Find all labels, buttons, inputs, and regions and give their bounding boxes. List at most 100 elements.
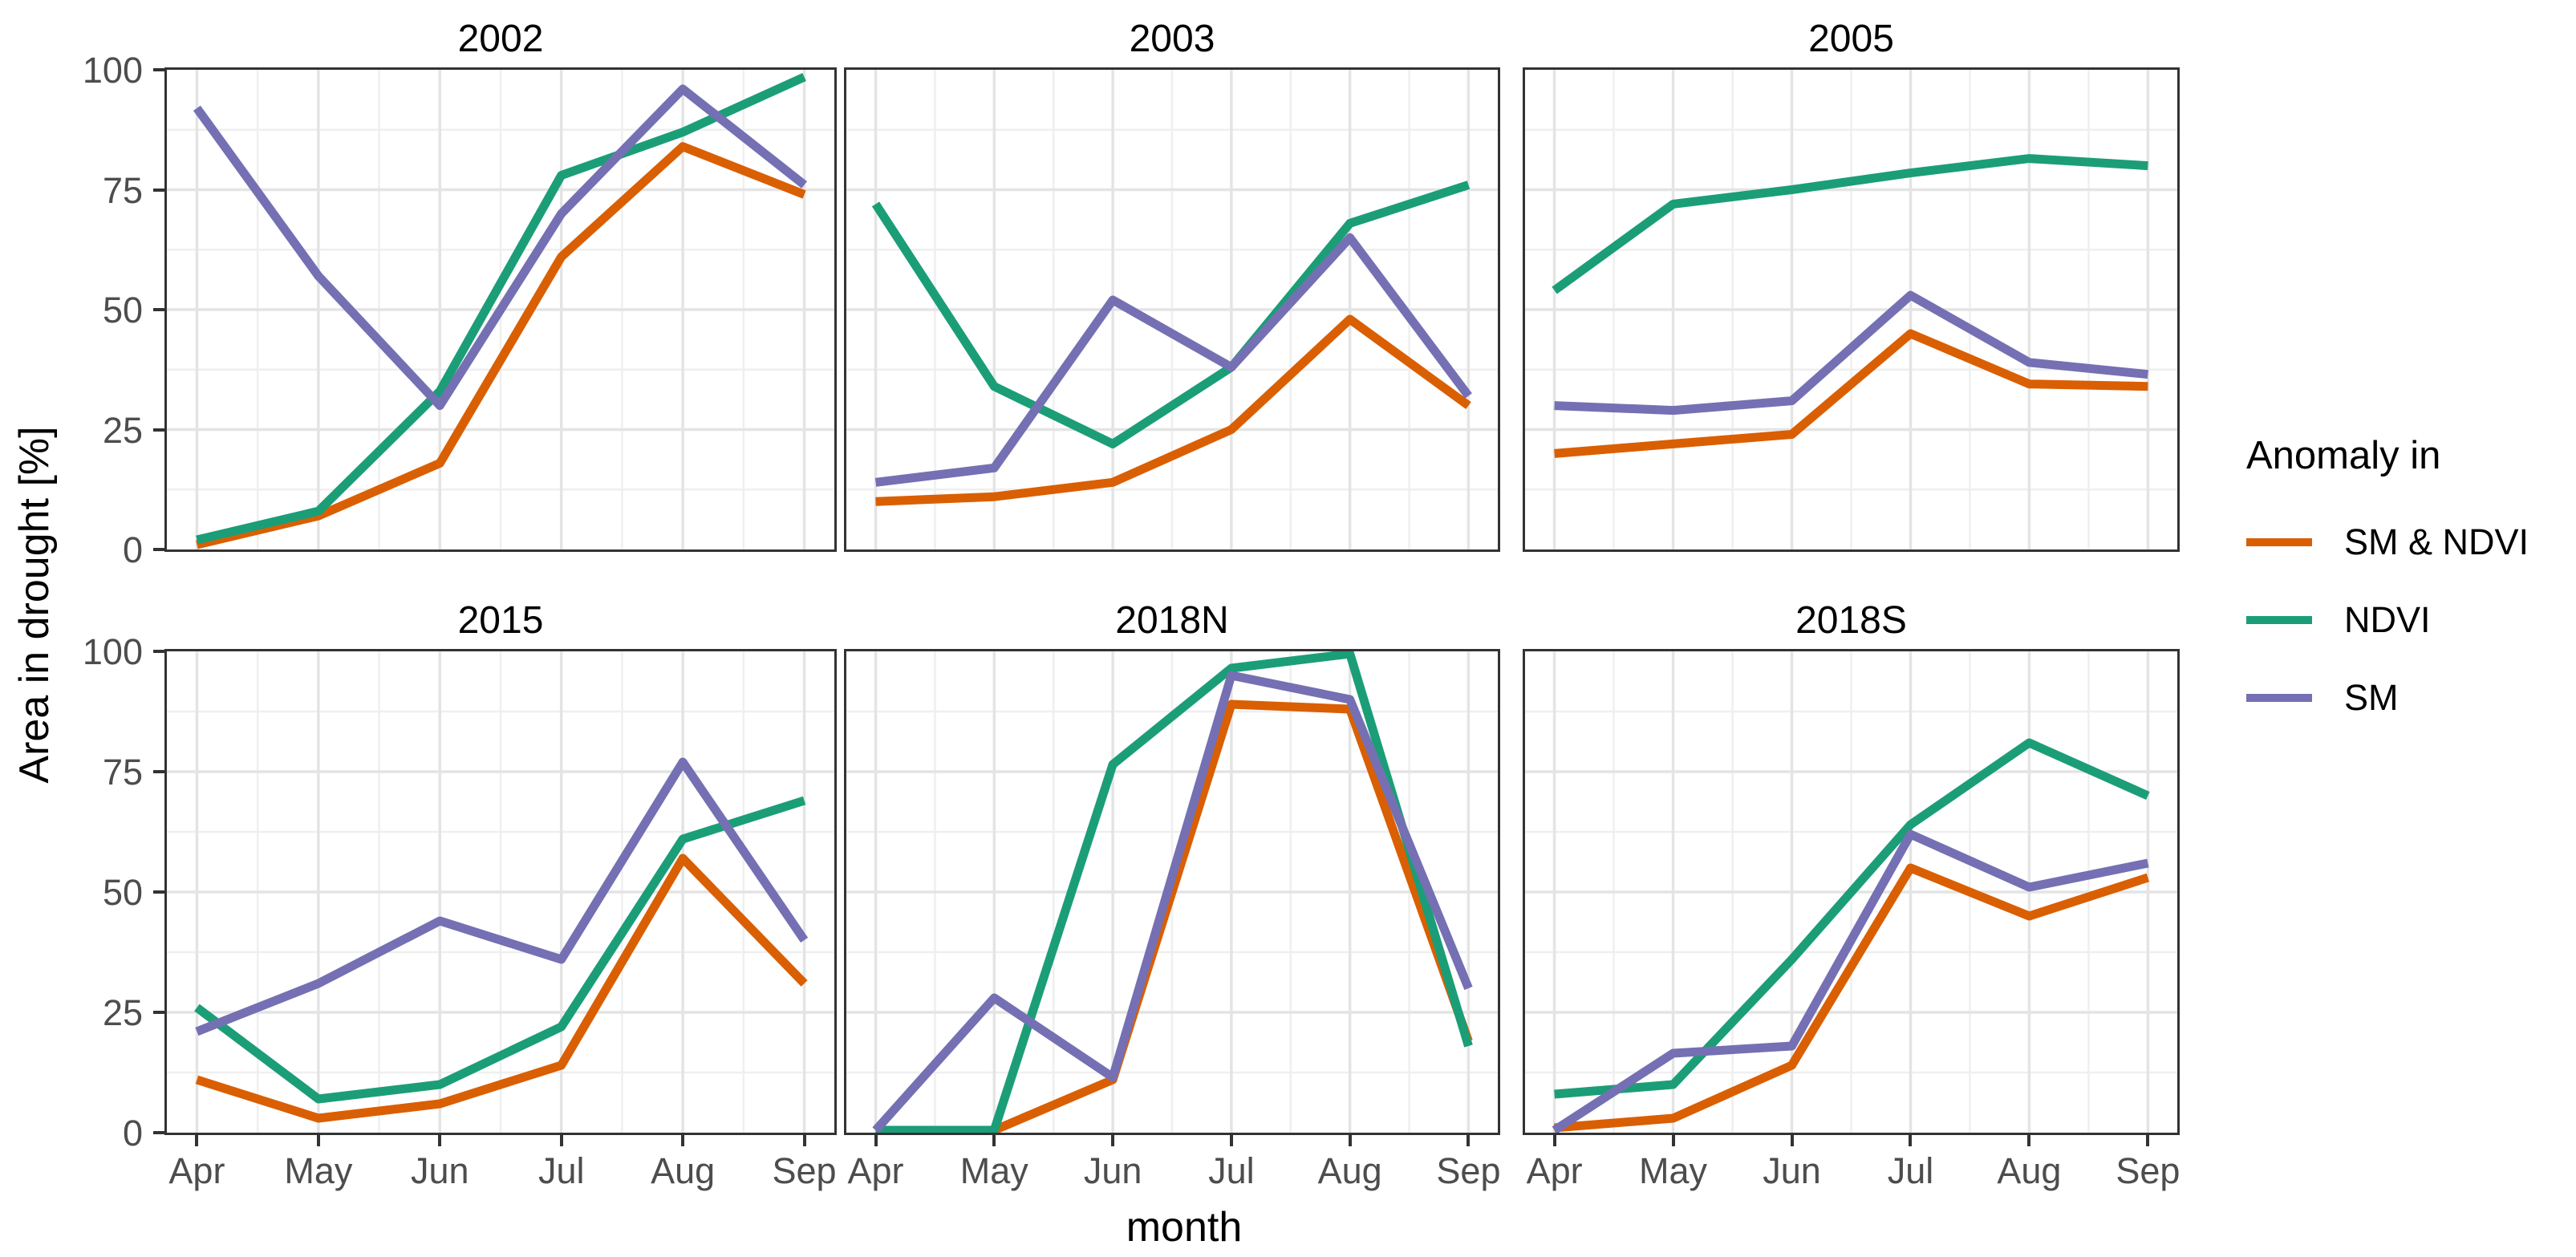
facet-title-2002: 2002 — [457, 18, 544, 60]
x-tick-label: Apr — [1526, 1150, 1583, 1191]
x-tick-label: Jun — [1083, 1150, 1142, 1191]
line-ndvi-2005 — [1552, 154, 2148, 294]
x-tick-mark — [195, 1135, 199, 1146]
x-tick-mark — [559, 1135, 563, 1146]
line-sm-2018s — [1552, 829, 2149, 1133]
x-tick-label: May — [284, 1150, 353, 1191]
y-tick-label: 0 — [122, 529, 143, 570]
plot-area-2002 — [167, 70, 834, 549]
y-axis-title: Area in drought [%] — [11, 426, 58, 784]
line-sm-2018n — [872, 671, 1473, 1133]
x-tick-label: May — [959, 1150, 1028, 1191]
y-tick-label: 100 — [82, 50, 143, 91]
legend-entry-sm: SM — [2246, 675, 2567, 720]
x-tick-mark — [1229, 1135, 1233, 1146]
facet-panel-2018n — [844, 649, 1500, 1135]
y-tick-label: 50 — [102, 872, 143, 913]
x-tick-mark — [802, 1135, 806, 1146]
legend-key-line-sm — [2246, 694, 2312, 702]
line-sm-ndvi-2005 — [1554, 329, 2148, 458]
plot-area-2005 — [1525, 70, 2177, 549]
x-tick-label: Apr — [847, 1150, 904, 1191]
x-tick-mark — [1909, 1135, 1913, 1146]
x-tick-label: Sep — [1436, 1150, 1501, 1191]
x-tick-label: Sep — [2116, 1150, 2180, 1191]
y-tick-mark — [153, 188, 164, 192]
facet-panel-2005 — [1523, 67, 2180, 552]
plot-area-2003 — [846, 70, 1498, 549]
legend-label: NDVI — [2344, 599, 2431, 640]
x-tick-label: May — [1639, 1150, 1708, 1191]
y-tick-mark — [153, 68, 164, 71]
line-ndvi-2018n — [875, 651, 1473, 1133]
line-ndvi-2002 — [196, 72, 806, 545]
line-sm-2005 — [1554, 290, 2148, 416]
x-tick-label: Apr — [168, 1150, 225, 1191]
x-tick-mark — [992, 1135, 996, 1146]
line-sm-ndvi-2002 — [196, 142, 806, 549]
x-tick-mark — [1552, 1135, 1556, 1146]
y-tick-label: 100 — [82, 631, 143, 672]
line-ndvi-2003 — [871, 180, 1471, 448]
x-tick-label: Aug — [1317, 1150, 1382, 1191]
legend-entries: SM & NDVI NDVI SM — [2246, 520, 2567, 720]
x-tick-label: Jun — [411, 1150, 469, 1191]
legend-label: SM & NDVI — [2344, 521, 2529, 562]
facet-panel-2015 — [164, 649, 837, 1135]
x-tick-mark — [874, 1135, 878, 1146]
plot-area-2015 — [167, 651, 834, 1133]
facet-panel-2018s — [1523, 649, 2180, 1135]
line-sm-2015 — [195, 757, 809, 1036]
x-tick-label: Jun — [1763, 1150, 1821, 1191]
plot-area-2018s — [1525, 651, 2177, 1133]
x-tick-mark — [2027, 1135, 2031, 1146]
x-tick-label: Sep — [772, 1150, 837, 1191]
y-tick-mark — [153, 1131, 164, 1134]
x-tick-mark — [1790, 1135, 1794, 1146]
y-tick-label: 25 — [102, 409, 143, 451]
x-tick-label: Jul — [538, 1150, 585, 1191]
y-tick-label: 75 — [102, 169, 143, 211]
y-tick-label: 50 — [102, 290, 143, 330]
line-sm-2003 — [874, 233, 1472, 487]
x-tick-mark — [2146, 1135, 2150, 1146]
legend-entry-sm-ndvi: SM & NDVI — [2246, 520, 2567, 565]
legend: Anomaly in SM & NDVI NDVI SM — [2246, 433, 2567, 753]
facet-title-2005: 2005 — [1808, 18, 1894, 60]
legend-key-line-sm-ndvi — [2246, 538, 2312, 546]
y-tick-mark — [153, 770, 164, 773]
facet-title-2003: 2003 — [1129, 18, 1215, 60]
gridlines — [167, 70, 834, 549]
y-tick-label: 25 — [102, 992, 143, 1033]
y-tick-label: 75 — [102, 752, 143, 793]
x-tick-mark — [1466, 1135, 1471, 1146]
x-tick-mark — [1348, 1135, 1352, 1146]
x-tick-mark — [438, 1135, 442, 1146]
plot-area-2018n — [846, 651, 1498, 1133]
gridlines — [1525, 70, 2177, 549]
legend-entry-ndvi: NDVI — [2246, 598, 2567, 643]
x-tick-label: Aug — [1997, 1150, 2062, 1191]
x-tick-mark — [316, 1135, 320, 1146]
legend-title: Anomaly in — [2246, 434, 2441, 477]
x-tick-label: Jul — [1887, 1150, 1934, 1191]
x-tick-label: Jul — [1208, 1150, 1255, 1191]
line-sm-2002 — [193, 84, 808, 411]
line-ndvi-2018s — [1554, 738, 2150, 1099]
x-tick-mark — [681, 1135, 685, 1146]
legend-label: SM — [2344, 677, 2399, 718]
y-tick-mark — [153, 428, 164, 432]
line-ndvi-2015 — [194, 796, 806, 1104]
x-axis-title: month — [1126, 1204, 1243, 1251]
gridlines — [167, 651, 834, 1133]
line-sm-ndvi-2003 — [875, 314, 1471, 506]
facet-panel-2002 — [164, 67, 837, 552]
line-sm-ndvi-2018s — [1554, 863, 2150, 1133]
x-tick-mark — [1671, 1135, 1675, 1146]
y-tick-mark — [153, 650, 164, 653]
y-tick-label: 0 — [122, 1113, 143, 1154]
facet-title-2018n: 2018N — [1115, 599, 1229, 642]
line-sm-ndvi-2015 — [195, 854, 808, 1123]
y-tick-mark — [153, 308, 164, 311]
